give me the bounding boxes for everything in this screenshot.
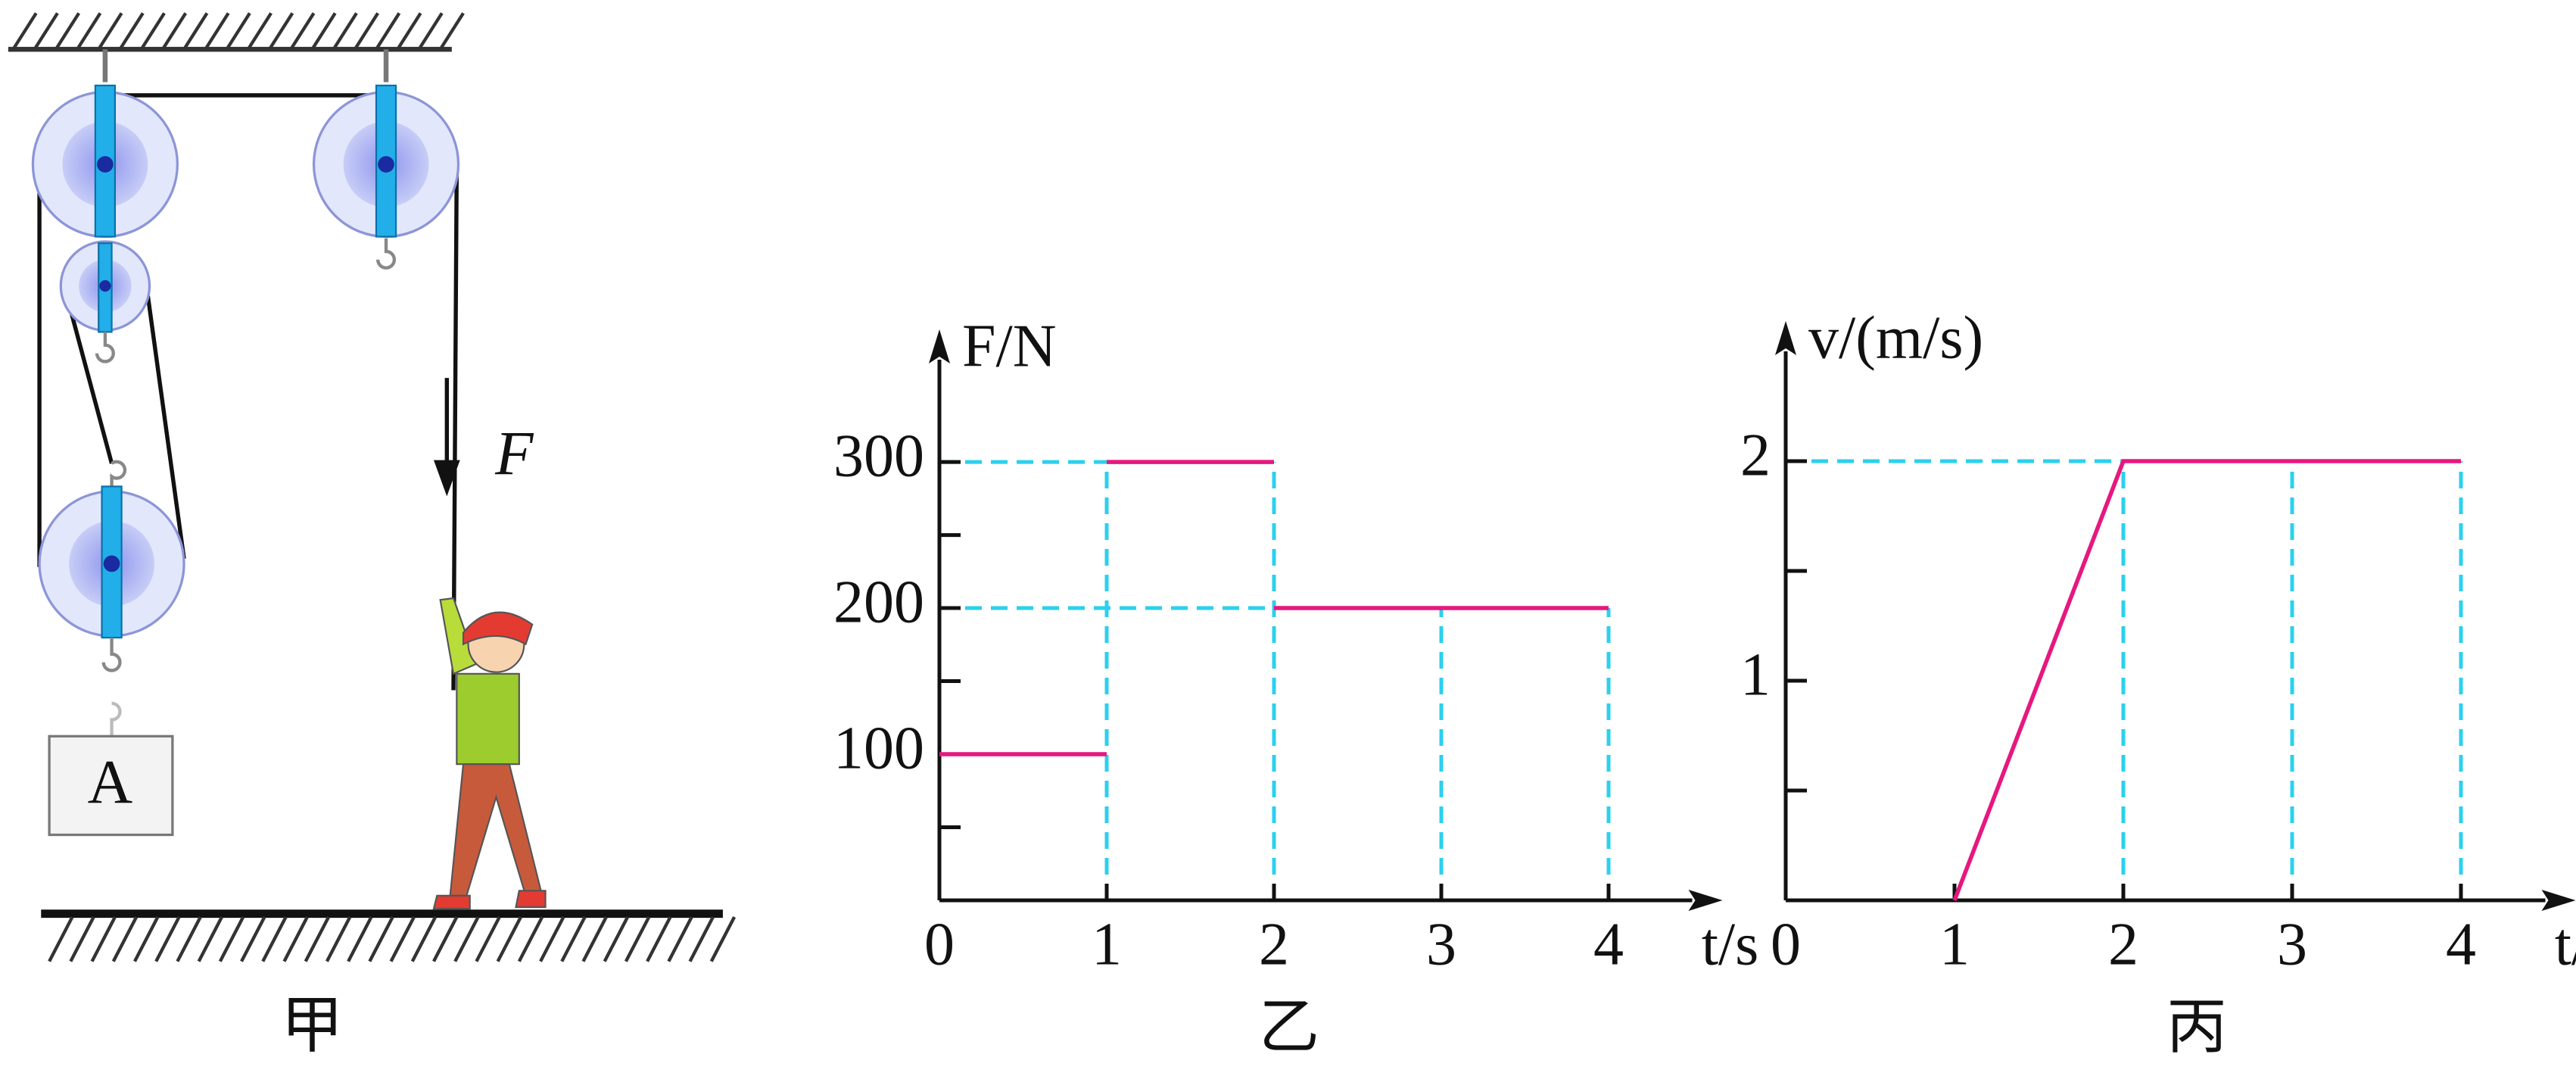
hatch [438, 12, 465, 51]
hatch [111, 916, 139, 962]
hatch [204, 12, 230, 51]
x-axis-arrow [1688, 890, 1723, 911]
hatch [69, 916, 95, 962]
hatch [240, 916, 266, 962]
hatch [709, 916, 737, 962]
y-tick-label: 300 [833, 423, 924, 489]
data-line [939, 460, 1609, 756]
hatch [453, 916, 480, 962]
hatch [11, 12, 38, 51]
hatch [539, 916, 565, 962]
hatch [176, 916, 202, 962]
x-axis-label: t/s [2555, 911, 2576, 978]
x-tick-label: 4 [1593, 911, 1624, 978]
y-tick-label: 2 [1740, 422, 1771, 488]
x-tick-label: 3 [1426, 911, 1456, 978]
hatch [246, 12, 273, 51]
hatch [375, 12, 401, 51]
hatch [396, 12, 422, 51]
hatch [139, 12, 166, 51]
force-arrow [433, 460, 460, 497]
hatch [76, 12, 102, 51]
caption: 甲 [281, 991, 343, 1060]
y-tick-label: 200 [833, 569, 924, 635]
hatch [496, 916, 522, 962]
x-axis-arrow [2541, 890, 2576, 911]
pulley [59, 240, 151, 363]
hatch [560, 916, 587, 962]
x-tick-label: 0 [924, 911, 955, 978]
hatch [118, 12, 145, 51]
hatch [624, 916, 651, 962]
hatch [667, 916, 693, 962]
x-axis-label: t/s [1702, 911, 1759, 978]
hatch [603, 916, 629, 962]
y-tick-label: 100 [833, 715, 924, 781]
y-axis-label: v/(m/s) [1808, 304, 1983, 371]
person [432, 597, 547, 910]
x-tick-label: 2 [2108, 911, 2138, 978]
x-tick-label: 2 [1259, 911, 1289, 978]
hatch [268, 12, 294, 51]
hatch [417, 12, 444, 51]
hatch [182, 12, 209, 51]
hatch [33, 12, 59, 51]
x-tick-label: 3 [2277, 911, 2307, 978]
hatch [261, 916, 288, 962]
hatch [282, 916, 309, 962]
hatch [325, 916, 352, 962]
hatch [218, 916, 245, 962]
hatch [310, 12, 337, 51]
hatch [389, 916, 416, 962]
hatch [475, 916, 501, 962]
hatch [688, 916, 715, 962]
caption: 乙 [1259, 994, 1319, 1061]
pulley [38, 460, 185, 737]
pulley [312, 49, 460, 270]
hatch [432, 916, 459, 962]
x-tick-label: 1 [1939, 911, 1970, 978]
hatch [197, 916, 223, 962]
x-tick-label: 1 [1092, 911, 1122, 978]
hatch [54, 12, 81, 51]
hatch [133, 916, 160, 962]
hatch [154, 916, 181, 962]
data-line [1952, 459, 2461, 901]
y-axis-arrow [929, 329, 950, 363]
hatch [353, 12, 380, 51]
y-axis-label: F/N [962, 313, 1057, 379]
hatch [97, 12, 123, 51]
y-tick-label: 1 [1740, 641, 1771, 708]
hatch [347, 916, 373, 962]
x-tick-label: 4 [2446, 911, 2476, 978]
hatch [161, 12, 188, 51]
hatch [332, 12, 358, 51]
block [48, 734, 174, 837]
pulley [31, 49, 179, 239]
force-label: F [494, 419, 534, 488]
hatch [90, 916, 117, 962]
hatch [304, 916, 330, 962]
caption: 丙 [2166, 994, 2227, 1061]
block-label: A [88, 748, 133, 817]
hatch [410, 916, 438, 962]
hatch [517, 916, 544, 962]
hatch [48, 916, 74, 962]
hatch [289, 12, 316, 51]
hatch [368, 916, 394, 962]
hatch [225, 12, 251, 51]
y-axis-arrow [1775, 321, 1796, 355]
hatch [646, 916, 672, 962]
pulley-diagram: A F 甲 [8, 12, 737, 1060]
hatch [581, 916, 608, 962]
x-tick-label: 0 [1771, 911, 1801, 978]
